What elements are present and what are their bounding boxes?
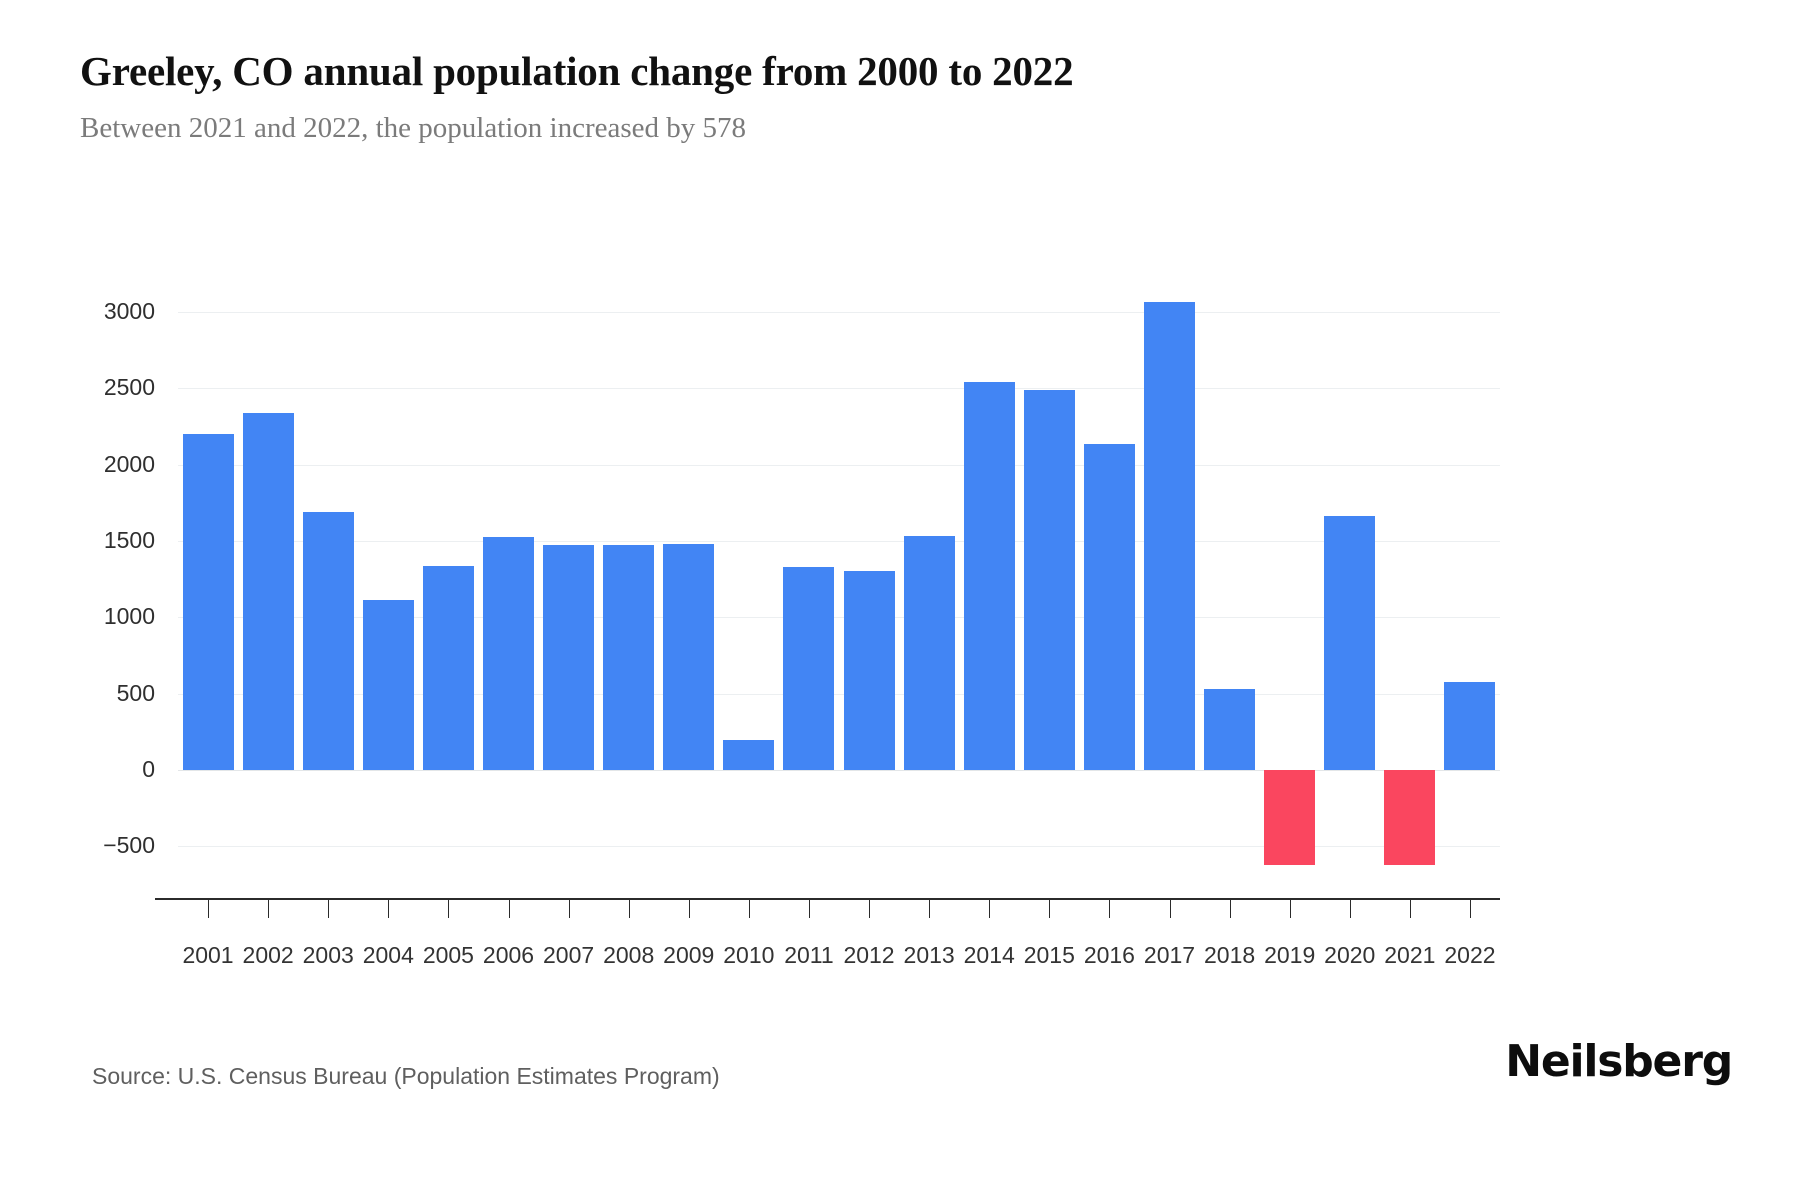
bar-2003[interactable] bbox=[302, 511, 354, 770]
gridline bbox=[178, 464, 1500, 466]
x-axis-tick bbox=[448, 898, 450, 918]
x-axis-tick-label-2005: 2005 bbox=[422, 942, 474, 968]
bar-2006[interactable] bbox=[483, 537, 534, 770]
bar-2021[interactable] bbox=[1384, 770, 1436, 865]
bar-2018[interactable] bbox=[1204, 689, 1256, 770]
bar-series bbox=[178, 0, 1500, 1200]
x-axis-tick-label-2017: 2017 bbox=[1143, 942, 1196, 968]
neilsberg-logo: Neilsberg bbox=[1505, 1036, 1733, 1087]
x-axis-tick-label-2019: 2019 bbox=[1264, 942, 1316, 968]
x-axis-tick bbox=[688, 898, 690, 918]
x-axis-tick-label-2009: 2009 bbox=[663, 942, 715, 968]
source-note: Source: U.S. Census Bureau (Population E… bbox=[92, 1063, 720, 1089]
x-axis-tick bbox=[268, 898, 270, 918]
gridline bbox=[178, 312, 1500, 313]
x-axis-tick-label-2002: 2002 bbox=[242, 942, 294, 968]
bar-2009[interactable] bbox=[663, 544, 715, 770]
bar-2020[interactable] bbox=[1324, 515, 1376, 770]
x-axis-tick-label-2021: 2021 bbox=[1384, 942, 1436, 968]
gridline bbox=[178, 388, 1500, 390]
bar-2010[interactable] bbox=[723, 740, 775, 770]
x-axis-tick bbox=[1349, 898, 1351, 918]
bar-2005[interactable] bbox=[422, 566, 474, 770]
gridline bbox=[178, 770, 1500, 771]
x-axis-tick bbox=[1229, 898, 1231, 918]
y-gridlines bbox=[178, 0, 1500, 1200]
chart-header: Greeley, CO annual population change fro… bbox=[80, 48, 1700, 146]
bar-2007[interactable] bbox=[543, 544, 595, 770]
bar-2001[interactable] bbox=[182, 434, 234, 770]
x-axis-tick-label-2013: 2013 bbox=[903, 942, 955, 968]
y-axis-tick-label: 2500 bbox=[103, 374, 155, 401]
x-axis-tick-label-2010: 2010 bbox=[723, 942, 775, 968]
x-axis-tick-label-2012: 2012 bbox=[843, 942, 895, 968]
x-axis-tick-label-2016: 2016 bbox=[1083, 942, 1135, 968]
y-axis-tick-label: 0 bbox=[142, 756, 155, 782]
bar-2015[interactable] bbox=[1023, 389, 1075, 770]
x-axis-tick bbox=[929, 898, 931, 918]
gridline bbox=[178, 846, 1500, 848]
bar-2013[interactable] bbox=[903, 535, 955, 770]
bar-2012[interactable] bbox=[843, 571, 895, 770]
x-axis-line bbox=[155, 898, 1500, 900]
x-axis-tick bbox=[628, 898, 630, 918]
x-axis-tick-label-2014: 2014 bbox=[963, 942, 1015, 968]
bar-2022[interactable] bbox=[1444, 681, 1496, 770]
y-axis-tick-label: 1500 bbox=[103, 527, 155, 553]
bar-2011[interactable] bbox=[783, 566, 835, 770]
bar-2019[interactable] bbox=[1264, 770, 1316, 865]
x-axis-tick bbox=[508, 898, 510, 918]
x-axis-tick bbox=[869, 898, 871, 918]
x-axis-tick-label-2008: 2008 bbox=[603, 942, 655, 968]
page-title: Greeley, CO annual population change fro… bbox=[80, 48, 1074, 94]
bar-2014[interactable] bbox=[963, 381, 1015, 770]
x-axis-tick bbox=[1469, 898, 1471, 918]
x-axis-tick-label-2001: 2001 bbox=[182, 942, 234, 968]
x-axis-tick bbox=[1109, 898, 1111, 918]
x-axis-tick-label-2020: 2020 bbox=[1324, 942, 1376, 968]
gridline bbox=[178, 541, 1500, 542]
y-axis-tick-label: 500 bbox=[116, 679, 155, 706]
chart-subtitle: Between 2021 and 2022, the population in… bbox=[80, 112, 747, 145]
x-axis-tick bbox=[1169, 898, 1171, 918]
gridline bbox=[178, 617, 1500, 619]
x-axis-tick bbox=[208, 898, 210, 918]
x-axis-tick-label-2003: 2003 bbox=[302, 942, 354, 968]
x-axis-tick-label-2006: 2006 bbox=[482, 942, 535, 968]
x-axis-tick bbox=[1409, 898, 1411, 918]
bar-2016[interactable] bbox=[1083, 444, 1135, 770]
bar-2002[interactable] bbox=[242, 412, 294, 770]
x-axis-tick bbox=[1049, 898, 1051, 918]
x-axis-tick-label-2004: 2004 bbox=[362, 942, 414, 968]
x-axis-tick bbox=[328, 898, 330, 918]
x-axis-tick-label-2007: 2007 bbox=[542, 942, 595, 968]
x-axis-tick-label-2022: 2022 bbox=[1444, 942, 1496, 968]
x-axis-tick-label-2011: 2011 bbox=[784, 942, 834, 968]
bar-2017[interactable] bbox=[1144, 302, 1195, 770]
x-axis-tick bbox=[388, 898, 390, 918]
x-axis-tick-label-2018: 2018 bbox=[1203, 942, 1256, 968]
x-axis-tick bbox=[1289, 898, 1291, 918]
x-axis-tick bbox=[568, 898, 570, 918]
bar-2008[interactable] bbox=[603, 544, 655, 770]
x-axis-tick bbox=[808, 898, 810, 918]
x-axis-tick bbox=[748, 898, 750, 918]
gridline bbox=[178, 693, 1500, 695]
bar-2004[interactable] bbox=[362, 600, 414, 770]
y-axis-tick-label: 3000 bbox=[103, 298, 155, 324]
y-axis-tick-label: 2000 bbox=[103, 450, 155, 477]
x-axis-tick-label-2015: 2015 bbox=[1023, 942, 1075, 968]
y-axis-tick-label: 1000 bbox=[103, 603, 155, 630]
x-axis-tick bbox=[989, 898, 991, 918]
y-axis-tick-label: −500 bbox=[103, 832, 155, 859]
